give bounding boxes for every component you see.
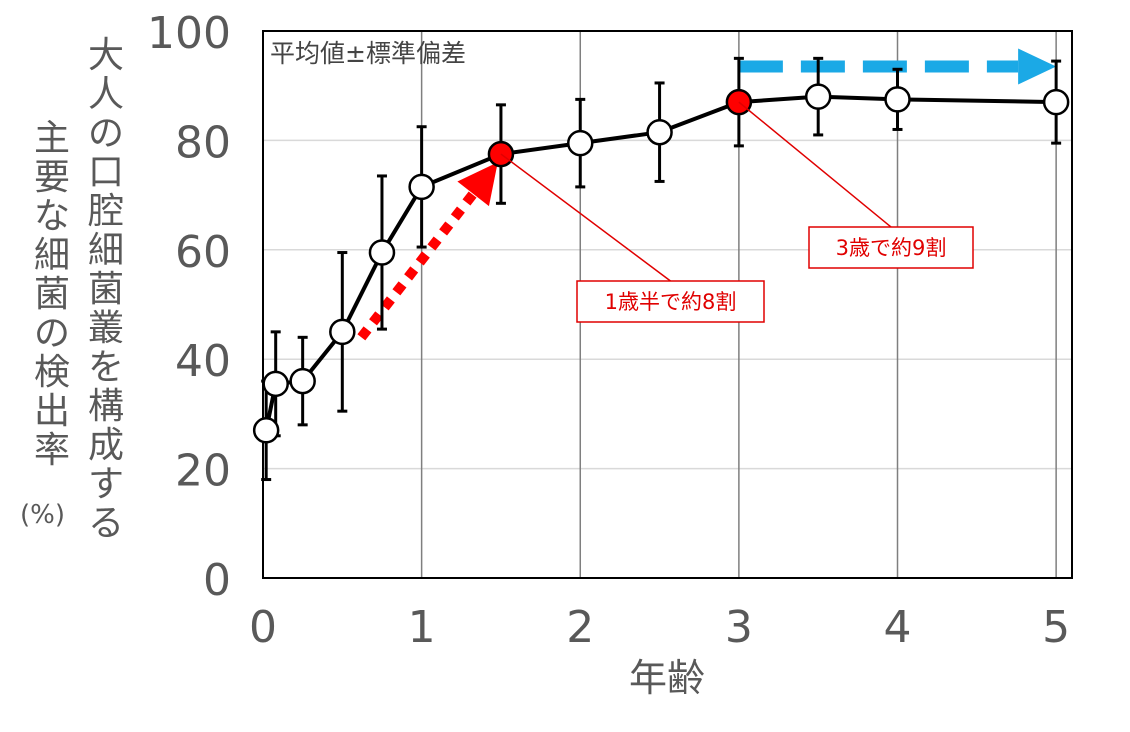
data-point (329, 318, 356, 346)
y-axis-label-char: 要 (34, 157, 71, 198)
data-point (1042, 88, 1070, 116)
data-point (252, 417, 280, 444)
y-axis-label-char: 細 (34, 235, 71, 276)
data-point (289, 367, 316, 395)
y-axis-label-char: 構 (88, 386, 125, 427)
arrows (357, 48, 1057, 341)
y-tick-label: 100 (147, 8, 231, 59)
y-axis-label-char: 大 (88, 35, 125, 76)
y-axis-label-char: 成 (88, 425, 125, 466)
y-axis-label-char: す (88, 464, 125, 505)
y-axis-label-char: 腔 (88, 191, 125, 232)
blue-arrow-head (1018, 48, 1057, 85)
y-axis-label-char: 検 (34, 352, 71, 393)
y-axis-label-char: 出 (34, 391, 71, 432)
data-point (262, 370, 289, 398)
y-axis-label-char: 人 (88, 74, 125, 115)
x-tick-label: 1 (408, 602, 436, 653)
callout-box (808, 226, 974, 269)
y-axis-label-char: 叢 (88, 308, 125, 349)
x-tick-label: 3 (725, 602, 753, 653)
y-tick-label: 0 (203, 555, 231, 606)
x-tick-label: 0 (249, 602, 277, 653)
y-axis-label-line-1: 大人の口腔細菌叢を構成する (88, 36, 124, 543)
x-tick-labels: 0 1 2 3 4 5 (249, 602, 1070, 653)
red-dotted-arrow-shaft (357, 190, 478, 341)
x-tick-label: 2 (566, 602, 594, 653)
data-point (368, 239, 396, 266)
plot-frame (262, 30, 1073, 579)
y-tick-label: 40 (175, 336, 231, 387)
y-axis-label-char: 口 (88, 152, 125, 193)
y-axis-label-char: 主 (34, 118, 71, 159)
callout-box (576, 280, 765, 323)
data-point (646, 118, 673, 146)
y-axis-label-char: 細 (88, 230, 125, 271)
y-tick-label: 60 (175, 227, 231, 278)
callout-leader-line (500, 153, 671, 282)
red-arrow-head (457, 162, 498, 207)
data-points (252, 83, 1070, 444)
legend-note: 平均値±標準偏差 (270, 39, 466, 68)
y-axis-label-char: 菌 (34, 274, 71, 315)
y-axis-unit: (%) (20, 500, 65, 530)
x-tick-label: 5 (1042, 602, 1070, 653)
y-axis-label-char: を (88, 347, 125, 388)
y-axis-label-char: 菌 (88, 269, 125, 310)
y-axis-label-char: な (34, 196, 71, 237)
y-axis-label-char: 率 (34, 430, 71, 471)
y-tick-labels: 0 20 40 60 80 100 (147, 8, 231, 606)
y-tick-label: 20 (175, 446, 231, 497)
x-tick-label: 4 (884, 602, 912, 653)
callout-leader-line (738, 101, 892, 228)
callout-label: 3歳で約9割 (836, 236, 947, 260)
data-point (884, 86, 911, 113)
data-point (567, 129, 594, 157)
callout-label: 1歳半で約8割 (605, 290, 737, 314)
data-point (804, 83, 832, 110)
y-axis-label-char: る (88, 503, 125, 544)
annotations: 1歳半で約8割 3歳で約9割 (500, 101, 974, 323)
y-axis-label-char: の (88, 113, 125, 154)
x-axis-label: 年齢 (629, 656, 705, 700)
y-axis-label-line-2: 主要な細菌の検出率 (34, 119, 70, 470)
y-axis-label-char: の (34, 313, 71, 354)
y-tick-label: 80 (175, 117, 231, 168)
data-point (408, 173, 435, 201)
